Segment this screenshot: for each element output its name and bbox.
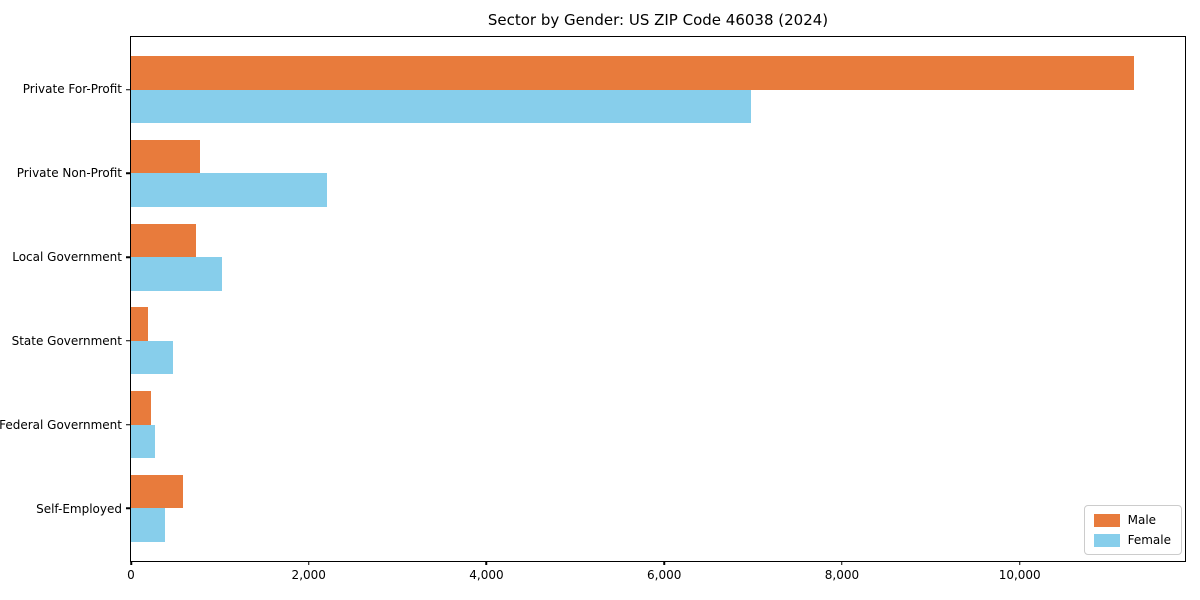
x-tick-mark (307, 561, 310, 565)
bar-male-4 (131, 307, 148, 341)
bar-male-2 (131, 139, 201, 174)
bar-female-1 (131, 89, 752, 124)
bar-female-3 (131, 257, 222, 291)
chart-title: Sector by Gender: US ZIP Code 46038 (202… (487, 11, 829, 29)
x-tick-mark (841, 561, 843, 565)
legend-item-female: Female (1093, 533, 1171, 547)
legend-swatch-male (1093, 513, 1120, 527)
x-tick-label: 8,000 (824, 568, 860, 582)
y-tick-mark (125, 507, 130, 509)
legend-label: Female (1127, 533, 1171, 547)
bar-male-3 (131, 223, 196, 258)
y-tick-label: Local Government (12, 249, 122, 264)
y-tick-label: Private For-Profit (22, 81, 122, 96)
bar-female-5 (131, 424, 155, 459)
x-tick-mark (1018, 561, 1021, 565)
y-tick-label: Self-Employed (36, 502, 122, 517)
x-tick-label: 6,000 (647, 568, 682, 582)
x-tick-mark (485, 561, 488, 565)
bar-male-6 (131, 474, 184, 509)
y-tick-label: State Government (11, 334, 122, 348)
x-tick-label: 4,000 (469, 568, 504, 582)
legend: Male Female (1083, 505, 1182, 555)
y-tick-mark (125, 340, 130, 342)
bar-male-5 (131, 391, 152, 425)
legend-label: Male (1127, 513, 1157, 527)
y-tick-mark (125, 172, 130, 175)
y-tick-mark (125, 88, 130, 91)
plot-area: Male Female 0 2,000 4,000 6,000 8,000 10,000 (125, 36, 1186, 582)
bar-female-2 (131, 173, 327, 207)
x-tick-label: 2,000 (291, 568, 326, 582)
legend-item-male: Male (1093, 513, 1171, 527)
bar-male-1 (131, 56, 1135, 90)
y-tick-mark (125, 423, 130, 426)
bar-female-4 (131, 340, 174, 375)
x-tick-label: 10,000 (998, 568, 1041, 582)
x-tick-mark (130, 561, 132, 565)
legend-swatch-female (1093, 533, 1120, 547)
y-tick-label: Private Non-Profit (16, 165, 122, 180)
y-axis-labels: Private For-Profit Private Non-Profit Loca… (0, 36, 122, 562)
x-tick-label: 0 (127, 568, 135, 582)
y-tick-mark (125, 256, 130, 258)
y-tick-label: Federal Government (0, 418, 122, 433)
x-tick-mark (663, 561, 665, 565)
bar-female-6 (131, 508, 165, 542)
